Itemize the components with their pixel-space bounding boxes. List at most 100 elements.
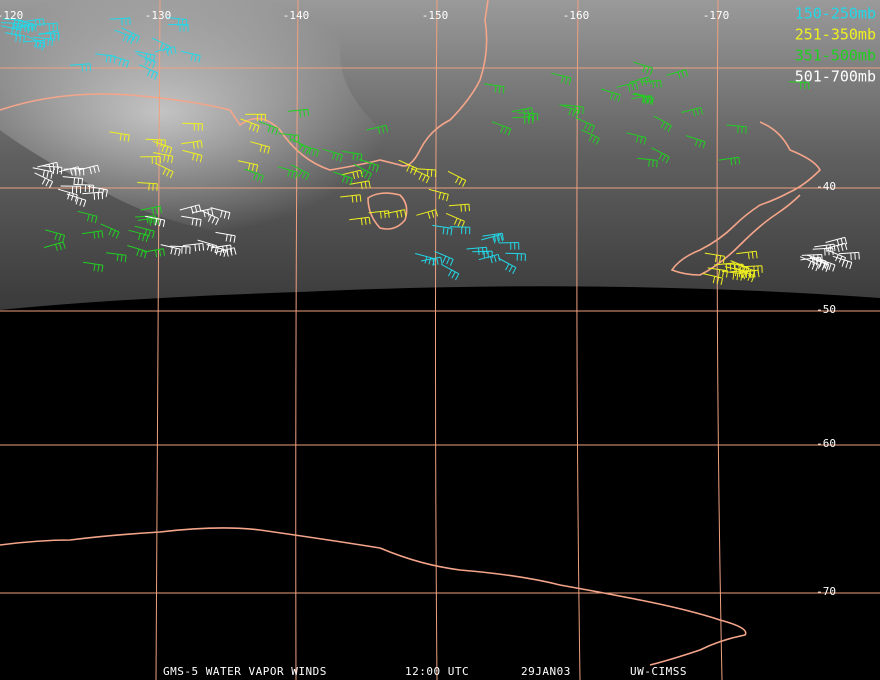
wind-barb bbox=[137, 217, 159, 226]
wind-barb bbox=[38, 33, 60, 41]
wind-barb bbox=[1, 22, 22, 31]
wind-barb bbox=[814, 243, 836, 253]
longitude-label: -140 bbox=[283, 9, 310, 22]
wind-barb bbox=[134, 225, 155, 239]
legend-entry: 501-700mb bbox=[795, 68, 876, 86]
wind-barb bbox=[166, 16, 188, 27]
wind-barb bbox=[240, 118, 260, 133]
wind-barb bbox=[551, 72, 572, 85]
wind-barb bbox=[447, 170, 467, 187]
wind-barb bbox=[197, 239, 218, 253]
wind-barb bbox=[384, 209, 407, 219]
meridian-line bbox=[295, 0, 299, 680]
wind-barb bbox=[245, 113, 266, 122]
wind-barb bbox=[127, 245, 147, 259]
wind-barb bbox=[481, 234, 504, 244]
footer-text: 12:00 UTC bbox=[405, 665, 469, 678]
latitude-label: -50 bbox=[816, 303, 836, 316]
wind-barb bbox=[191, 208, 214, 218]
wind-barb bbox=[651, 147, 670, 164]
wind-barb bbox=[512, 116, 534, 125]
wind-barb bbox=[140, 156, 161, 164]
graticule-labels: -120 -130 -140 -150 -160 -170 -40 -50 -60 -70 bbox=[0, 9, 836, 598]
wind-barb bbox=[179, 204, 202, 214]
wind-barb bbox=[32, 36, 54, 47]
wind-barbs bbox=[0, 16, 860, 286]
footer-text: UW-CIMSS bbox=[630, 665, 687, 678]
wind-barb bbox=[366, 124, 389, 135]
wind-barb bbox=[631, 93, 653, 105]
wind-barb bbox=[448, 203, 470, 212]
wind-barb bbox=[145, 138, 166, 147]
wind-barb bbox=[290, 164, 310, 181]
wind-barb bbox=[57, 188, 78, 202]
wind-barb bbox=[342, 150, 363, 162]
wind-barb bbox=[63, 167, 85, 176]
wind-barb bbox=[137, 182, 158, 191]
wind-barb bbox=[832, 255, 853, 270]
wind-barb bbox=[15, 24, 37, 34]
wind-barb bbox=[182, 242, 205, 252]
wind-barb bbox=[333, 171, 353, 186]
wind-barb bbox=[214, 247, 237, 257]
wind-barb bbox=[681, 107, 703, 117]
wind-barb bbox=[170, 245, 191, 254]
wind-barb bbox=[109, 54, 130, 68]
wind-barb bbox=[278, 133, 300, 143]
wind-barb bbox=[250, 141, 271, 154]
wind-barb bbox=[77, 210, 98, 224]
wind-barb bbox=[32, 167, 53, 179]
coastline-australia bbox=[0, 0, 489, 171]
wind-barb bbox=[466, 246, 488, 255]
wind-barb bbox=[349, 216, 371, 226]
wind-barb bbox=[420, 256, 443, 266]
wind-barb bbox=[410, 167, 430, 184]
wind-barb bbox=[62, 176, 84, 186]
legend-entry: 251-350mb bbox=[795, 26, 876, 44]
wind-barb bbox=[799, 256, 819, 272]
wind-barb bbox=[738, 269, 760, 279]
wind-barb bbox=[511, 107, 534, 117]
wind-barb bbox=[69, 63, 91, 72]
meridian-line bbox=[576, 0, 581, 680]
wind-barb bbox=[472, 250, 493, 259]
wind-barb bbox=[200, 209, 220, 226]
wind-barb bbox=[600, 88, 621, 102]
wind-barb bbox=[182, 149, 203, 163]
wind-barb bbox=[653, 115, 672, 133]
longitude-label: -150 bbox=[422, 9, 449, 22]
wind-barb bbox=[629, 76, 652, 87]
wind-barb bbox=[128, 229, 149, 243]
wind-barb bbox=[23, 39, 45, 48]
wind-barb bbox=[801, 254, 823, 262]
wind-barb bbox=[482, 232, 504, 242]
wind-barb bbox=[428, 188, 449, 202]
footer-text: 29JAN03 bbox=[521, 665, 571, 678]
wind-barb bbox=[151, 37, 171, 54]
wind-barb bbox=[349, 180, 371, 190]
wind-barb bbox=[82, 230, 104, 239]
wind-barb bbox=[2, 18, 24, 28]
wind-barb bbox=[95, 53, 116, 64]
wind-barb bbox=[626, 132, 647, 145]
wind-barb bbox=[724, 266, 746, 278]
meridian-line bbox=[155, 0, 161, 680]
wind-barb bbox=[287, 108, 310, 118]
wind-barb bbox=[45, 229, 66, 243]
wind-barb bbox=[322, 148, 343, 162]
wind-barb bbox=[449, 226, 471, 235]
wind-barb bbox=[721, 270, 743, 281]
wind-barb bbox=[109, 131, 130, 142]
wind-barb bbox=[825, 236, 848, 247]
wind-barb bbox=[180, 50, 201, 63]
wind-barb bbox=[559, 104, 580, 118]
wind-barb bbox=[434, 250, 454, 266]
wind-barb bbox=[78, 164, 100, 175]
wind-barb bbox=[640, 79, 662, 89]
wind-barb bbox=[353, 163, 372, 181]
wind-barb bbox=[341, 169, 363, 180]
wind-barb bbox=[152, 140, 173, 155]
coastline-antarctica bbox=[0, 527, 747, 666]
wind-barb bbox=[616, 82, 639, 92]
wind-barb bbox=[788, 81, 810, 90]
